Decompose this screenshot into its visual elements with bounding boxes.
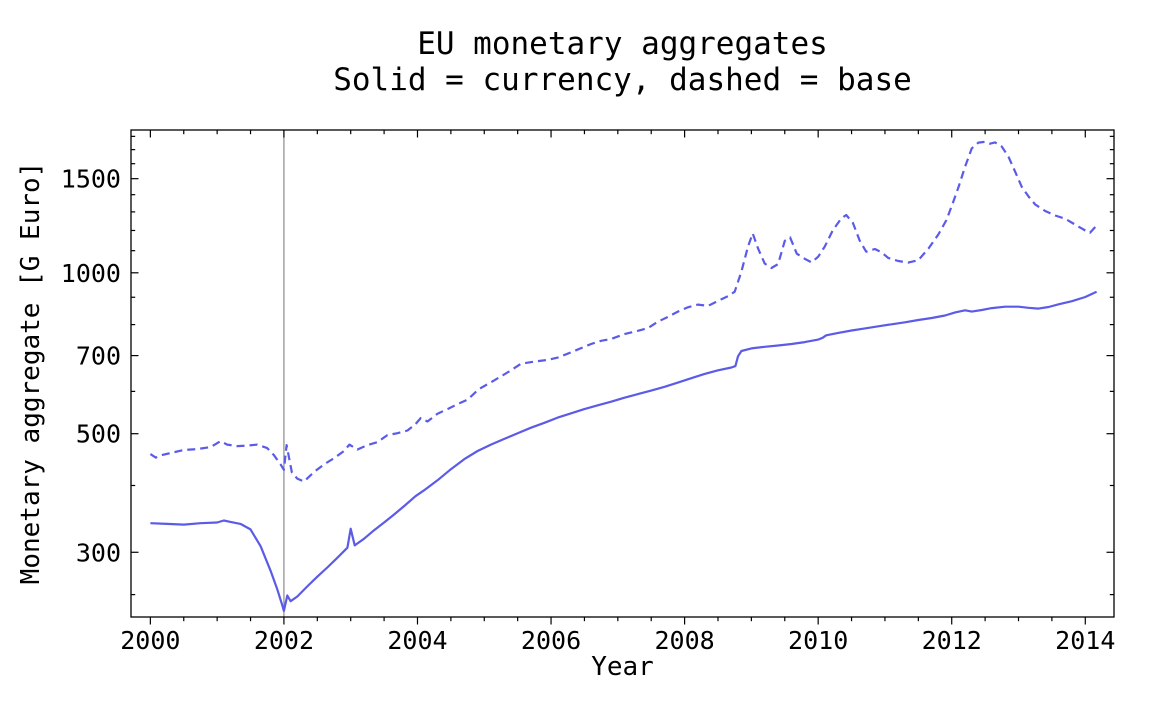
y-tick-label: 300 <box>76 538 121 567</box>
x-tick-label: 2006 <box>521 626 581 655</box>
base-series-line <box>149 140 1098 483</box>
y-tick-label: 700 <box>76 342 121 371</box>
chart-title: EU monetary aggregates <box>417 26 828 62</box>
plot-frame <box>130 129 1115 618</box>
x-tick-label: 2002 <box>254 626 314 655</box>
y-tick-label: 1000 <box>61 259 121 288</box>
x-tick-label: 2012 <box>922 626 982 655</box>
x-tick-label: 2008 <box>654 626 714 655</box>
x-tick-label: 2004 <box>387 626 447 655</box>
chart-subtitle: Solid = currency, dashed = base <box>333 62 912 98</box>
y-tick-label: 500 <box>76 420 121 449</box>
y-tick-label: 1500 <box>61 165 121 194</box>
y-axis-label: Monetary aggregate [G Euro] <box>16 161 46 585</box>
x-axis-label: Year <box>591 652 654 682</box>
x-tick-label: 2000 <box>120 626 180 655</box>
currency-series-line <box>150 290 1098 612</box>
x-tick-label: 2010 <box>788 626 848 655</box>
x-tick-label: 2014 <box>1055 626 1115 655</box>
